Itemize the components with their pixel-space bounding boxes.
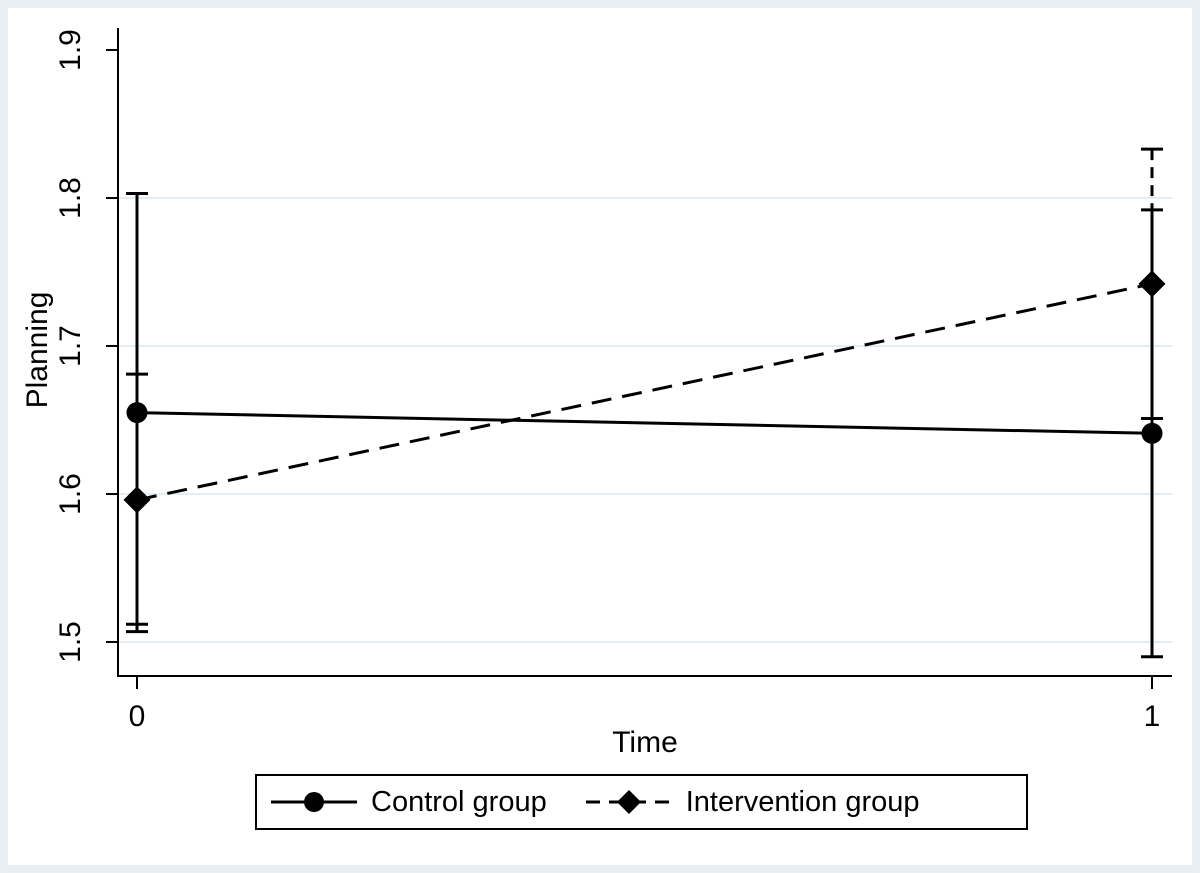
legend-label-control-group: Control group xyxy=(371,785,547,818)
legend-item-control-group: Control group xyxy=(270,786,547,819)
y-tick-label: 1.8 xyxy=(54,177,87,219)
marker-circle xyxy=(1141,422,1163,444)
x-tick-label: 0 xyxy=(129,700,146,733)
legend: Control group Intervention group xyxy=(255,774,1028,830)
y-tick-label: 1.9 xyxy=(54,29,87,71)
legend-key-dashed-diamond xyxy=(585,790,672,814)
legend-label-intervention-group: Intervention group xyxy=(685,785,920,818)
y-tick-label: 1.6 xyxy=(54,473,87,515)
marker-circle xyxy=(126,402,148,424)
legend-item-intervention-group: Intervention group xyxy=(585,786,920,819)
legend-key-solid-circle xyxy=(271,792,357,812)
marker-diamond xyxy=(1138,270,1166,298)
y-axis-title: Planning xyxy=(21,291,54,409)
series-line-control-group xyxy=(136,411,1153,435)
marker-diamond xyxy=(123,486,151,514)
series-line-intervention-group xyxy=(136,282,1153,502)
x-tick-label: 1 xyxy=(1144,700,1161,733)
y-tick-label: 1.7 xyxy=(54,325,87,367)
y-tick-label: 1.5 xyxy=(54,621,87,663)
x-axis-title: Time xyxy=(612,726,678,759)
